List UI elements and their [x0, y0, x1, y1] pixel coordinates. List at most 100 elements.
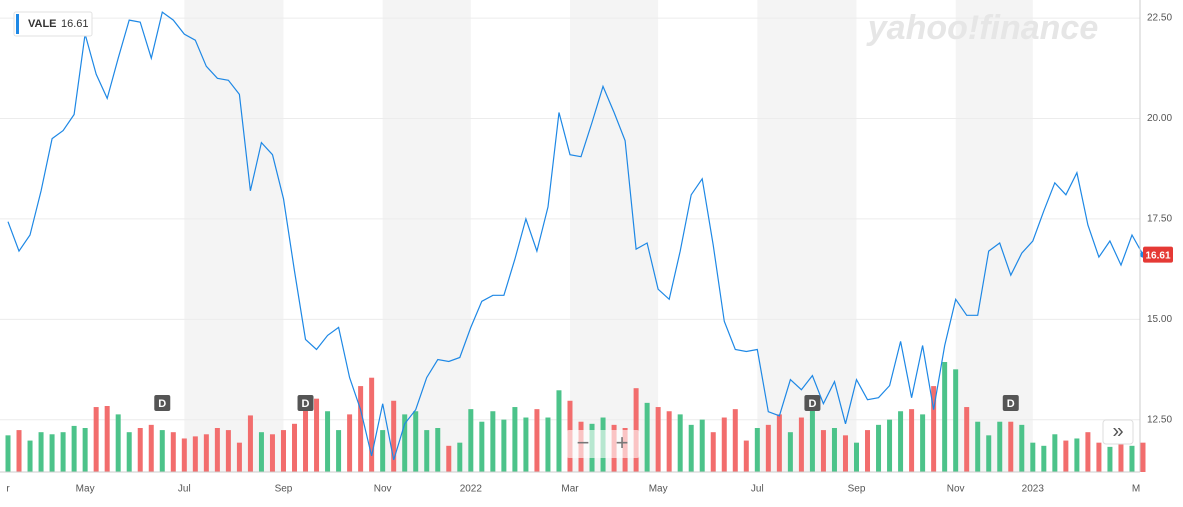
- volume-bar: [710, 432, 716, 472]
- price-badge: [1143, 246, 1173, 263]
- x-tick-label: May: [76, 484, 95, 495]
- y-tick-label: 20.00: [1147, 113, 1172, 124]
- ticker-badge: VALE 16.61: [13, 11, 93, 37]
- volume-bar: [1008, 421, 1014, 472]
- volume-bar: [887, 419, 893, 472]
- volume-bar: [1074, 438, 1080, 472]
- volume-bar: [534, 409, 540, 472]
- dividend-label: D: [158, 398, 166, 410]
- dividend-box: [297, 395, 314, 411]
- volume-bar: [181, 438, 187, 472]
- volume-bar: [71, 425, 77, 472]
- volume-bar: [60, 432, 66, 472]
- volume-bar: [942, 362, 948, 472]
- volume-bar: [258, 432, 264, 472]
- price-badge-label: 16.61: [1145, 250, 1170, 261]
- y-tick-label: 12.50: [1147, 414, 1172, 425]
- y-tick-label: 17.50: [1147, 214, 1172, 225]
- volume-bar: [303, 409, 309, 472]
- x-tick-label: May: [649, 484, 668, 495]
- volume-bar: [754, 428, 760, 472]
- volume-bar: [126, 432, 132, 472]
- band: [757, 0, 857, 472]
- volume-bar: [82, 428, 88, 472]
- volume-bar: [677, 414, 683, 472]
- volume-bar: [424, 430, 430, 472]
- zoom-box: [566, 430, 640, 458]
- zoom-in[interactable]: +: [616, 430, 629, 455]
- volume-bar: [490, 411, 496, 472]
- badge-accent: [16, 14, 19, 34]
- volume-bar: [986, 435, 992, 472]
- volume-bar: [732, 409, 738, 472]
- x-tick-label: Sep: [275, 484, 293, 495]
- volume-bar: [688, 424, 694, 472]
- volume-bar: [556, 390, 562, 472]
- volume-bar: [909, 409, 915, 472]
- volume-bar: [214, 428, 220, 472]
- volume-bar: [787, 432, 793, 472]
- volume-bar: [446, 445, 452, 472]
- volume-bar: [898, 411, 904, 472]
- volume-bar: [721, 417, 727, 472]
- x-tick-label: Nov: [374, 484, 392, 495]
- volume-bar: [203, 434, 209, 472]
- volume-bar: [655, 407, 661, 472]
- volume-bar: [27, 440, 33, 472]
- volume-bar: [380, 430, 386, 472]
- logo: yahoo!finance: [866, 9, 1098, 47]
- volume-bar: [115, 414, 121, 472]
- volume-bar: [49, 434, 55, 472]
- expand[interactable]: »: [1112, 420, 1123, 442]
- dividend-box: [804, 395, 821, 411]
- volume-bar: [920, 414, 926, 472]
- zoom-out[interactable]: −: [577, 430, 590, 455]
- volume-bar: [104, 406, 110, 472]
- band: [184, 0, 284, 472]
- volume-bar: [876, 424, 882, 472]
- dividend-label: D: [808, 398, 816, 410]
- dividend-box: [1002, 395, 1019, 411]
- volume-bar: [644, 402, 650, 472]
- volume-bar: [137, 428, 143, 472]
- band: [382, 0, 471, 472]
- expand-box[interactable]: [1102, 419, 1134, 445]
- volume-bar: [865, 430, 871, 472]
- volume-bar: [225, 430, 231, 472]
- volume-bar: [1129, 445, 1135, 472]
- volume-bar: [1041, 445, 1047, 472]
- volume-bar: [765, 424, 771, 472]
- volume-bar: [148, 424, 154, 472]
- volume-bar: [666, 411, 672, 472]
- volume-bar: [5, 435, 11, 472]
- ticker: VALE: [28, 18, 57, 30]
- x-tick-label: Jul: [751, 484, 764, 495]
- volume-bar: [358, 386, 364, 472]
- volume-bar: [435, 428, 441, 472]
- x-tick-label: Mar: [561, 484, 579, 495]
- volume-bar: [192, 436, 198, 472]
- volume-bar: [38, 432, 44, 472]
- volume-bar: [314, 398, 320, 472]
- volume-bar: [292, 423, 298, 472]
- month-bands: [184, 0, 1033, 472]
- volume-bar: [1140, 442, 1146, 472]
- volume-bar: [975, 421, 981, 472]
- volume-bar: [545, 417, 551, 472]
- volume-bar: [170, 432, 176, 472]
- volume-bar: [699, 419, 705, 472]
- band: [955, 0, 1033, 472]
- volume-bar: [1085, 432, 1091, 472]
- volume-bar: [391, 400, 397, 472]
- x-tick-label: Sep: [848, 484, 866, 495]
- volume-bar: [347, 414, 353, 472]
- volume-bar: [325, 411, 331, 472]
- volume-bar: [413, 411, 419, 472]
- badge-box: [13, 11, 93, 37]
- volume-bar: [997, 421, 1003, 472]
- volume-bar: [931, 386, 937, 472]
- volume-bar: [236, 442, 242, 472]
- volume-bar: [523, 417, 529, 472]
- dividend-label: D: [1007, 398, 1015, 410]
- volume-bar: [1118, 440, 1124, 472]
